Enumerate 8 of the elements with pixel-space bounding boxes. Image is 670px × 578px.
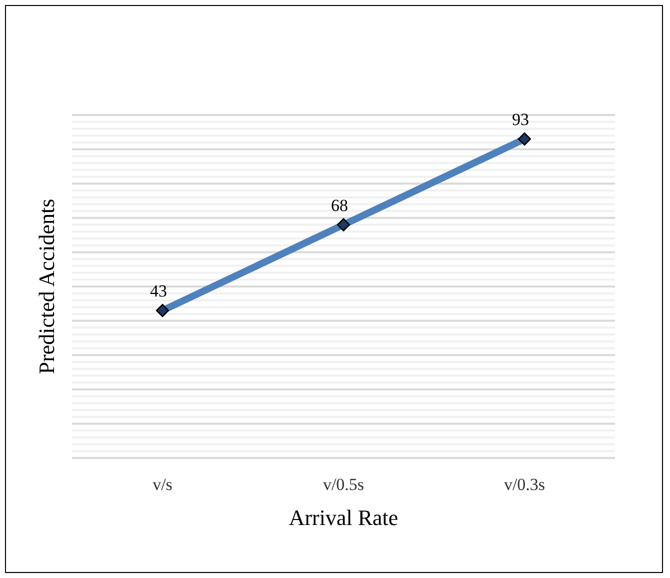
x-tick-label: v/s xyxy=(152,475,172,494)
x-axis-title: Arrival Rate xyxy=(288,505,398,530)
y-axis-title: Predicted Accidents xyxy=(34,198,59,374)
data-label: 43 xyxy=(150,282,167,301)
data-label: 68 xyxy=(331,196,348,215)
x-tick-label: v/0.3s xyxy=(504,475,546,494)
x-tick-label: v/0.5s xyxy=(322,475,364,494)
data-label: 93 xyxy=(512,110,529,130)
